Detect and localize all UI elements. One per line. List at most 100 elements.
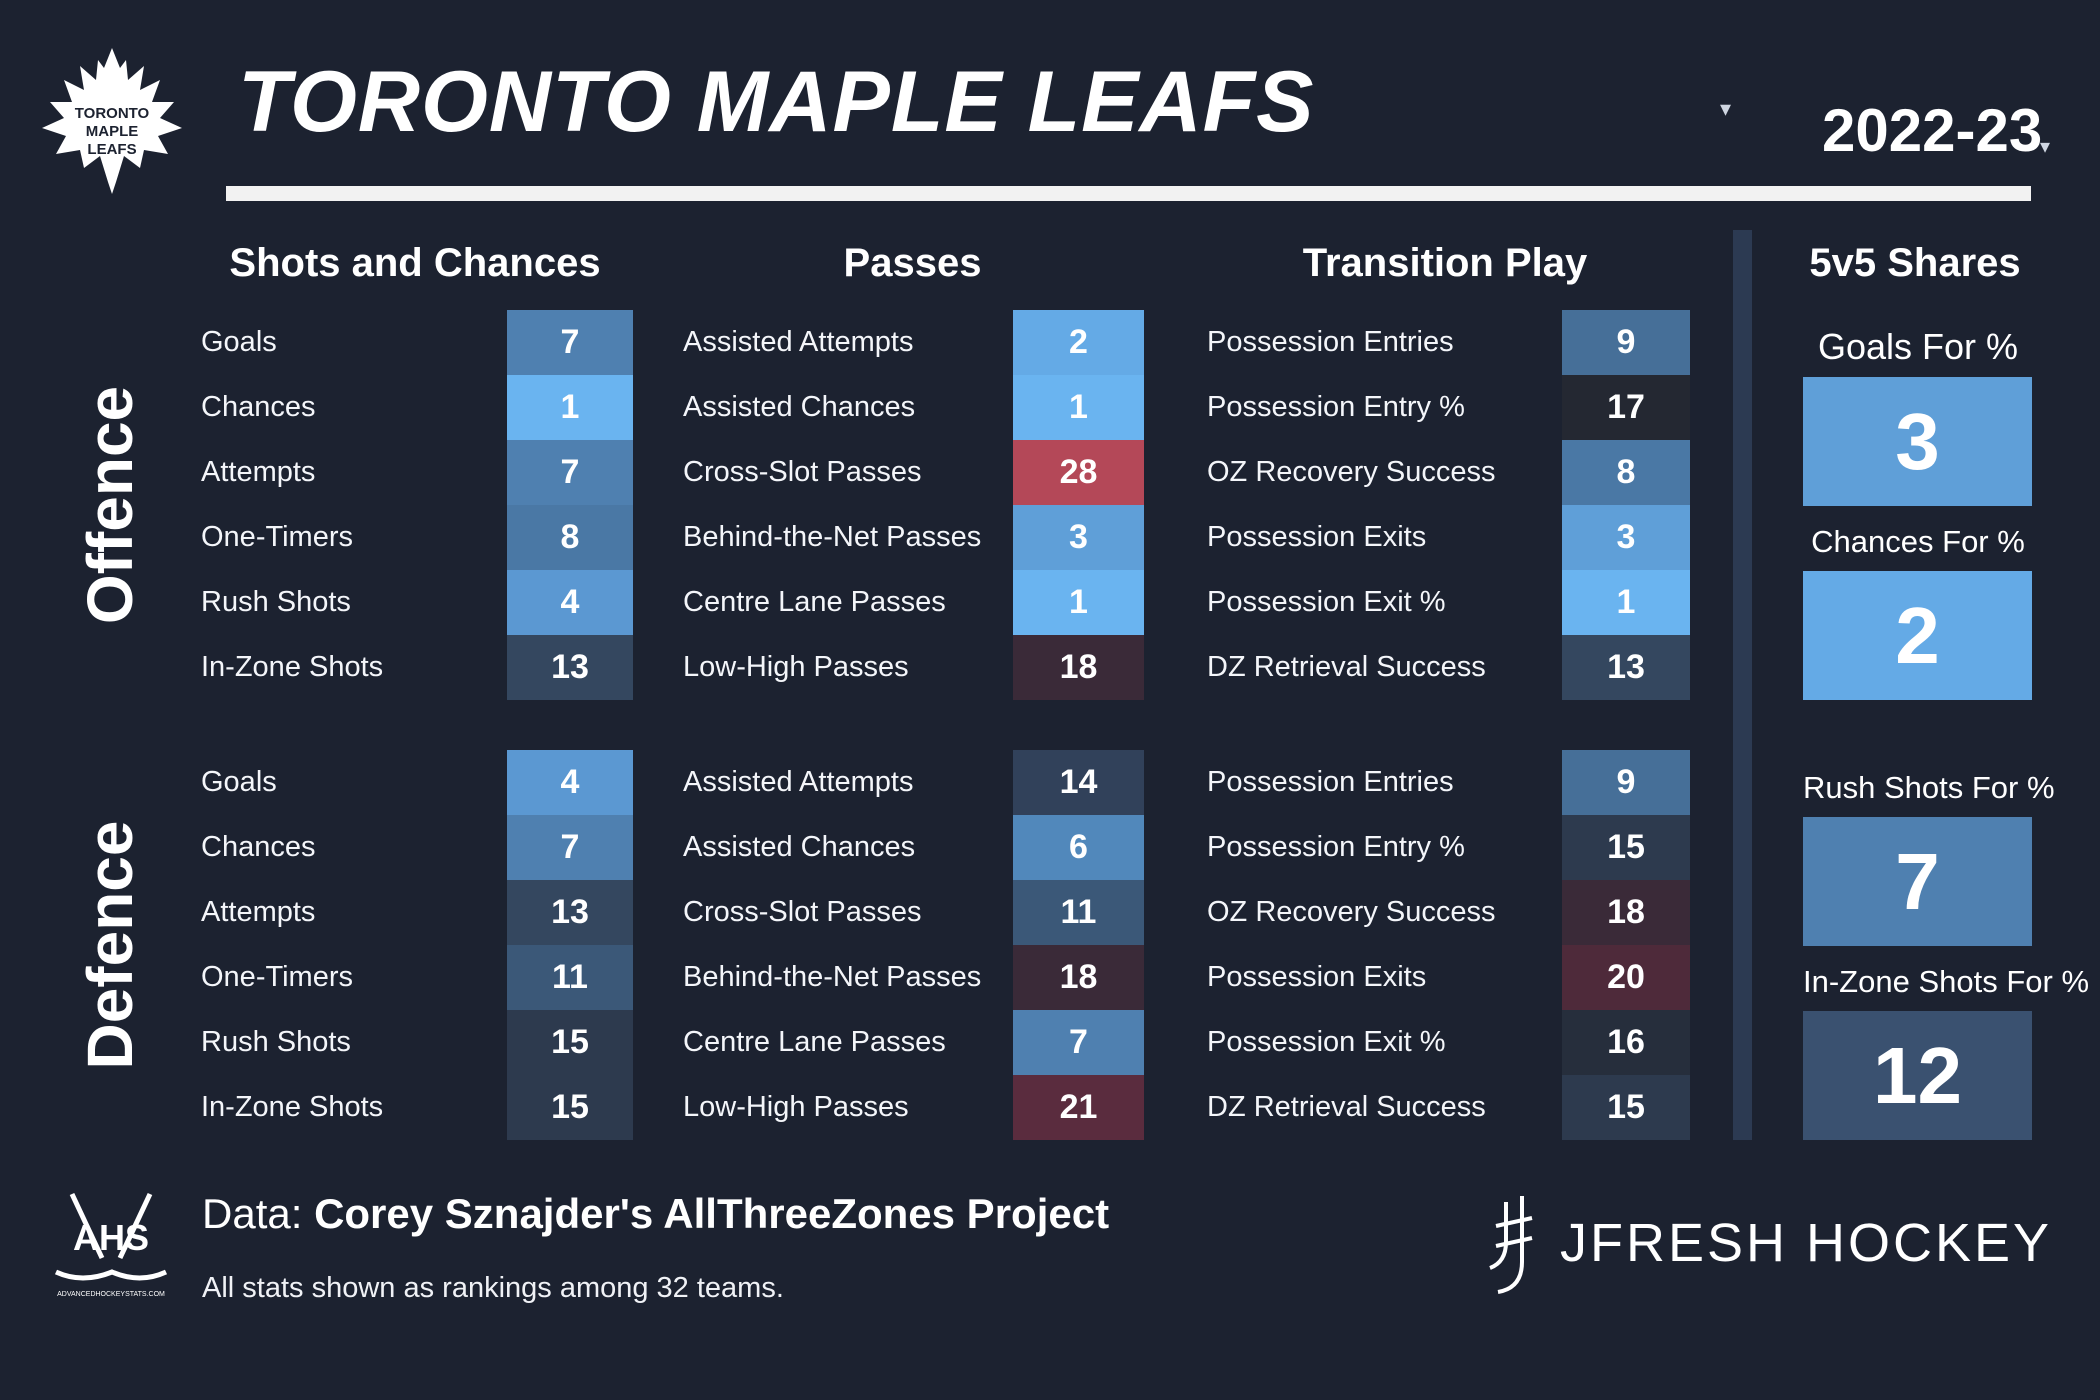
shares-divider <box>1733 230 1752 1140</box>
offence-shots-rank-cell: 4 <box>507 570 633 635</box>
defence-transition-label: Possession Exits <box>1207 961 1427 993</box>
offence-transition-rank-cell: 13 <box>1562 635 1690 700</box>
offence-transition-label: Possession Exit % <box>1207 586 1446 618</box>
defence-passes-label: Cross-Slot Passes <box>683 896 922 928</box>
offence-transition-rank-cell: 3 <box>1562 505 1690 570</box>
share-label: Chances For % <box>1811 524 2025 559</box>
defence-passes-label: Low-High Passes <box>683 1091 909 1123</box>
offence-passes-label: Behind-the-Net Passes <box>683 521 982 553</box>
season-dropdown-caret-icon[interactable]: ▾ <box>2040 136 2051 158</box>
side-label-offence: Offence <box>74 385 146 625</box>
defence-transition-rank-cell: 9 <box>1562 750 1690 815</box>
offence-shots-label: Chances <box>201 391 316 423</box>
offence-shots-label: Rush Shots <box>201 586 351 618</box>
logo-text-2: MAPLE <box>86 123 139 140</box>
team-dropdown-caret-icon[interactable]: ▾ <box>1720 96 1732 121</box>
defence-passes-label: Centre Lane Passes <box>683 1026 946 1058</box>
offence-passes-label: Assisted Chances <box>683 391 916 423</box>
defence-shots-label: Goals <box>201 766 277 798</box>
defence-passes-label: Assisted Attempts <box>683 766 914 798</box>
defence-passes-rank-cell: 18 <box>1013 945 1144 1010</box>
defence-passes-rank-cell: 14 <box>1013 750 1144 815</box>
jfresh-mark-icon <box>1482 1192 1542 1296</box>
offence-passes-rank-cell: 18 <box>1013 635 1144 700</box>
logo-text-3: LEAFS <box>87 141 136 158</box>
season-label: 2022-23 <box>1822 97 2043 164</box>
offence-transition-label: DZ Retrieval Success <box>1207 651 1486 683</box>
offence-transition-label: Possession Exits <box>1207 521 1427 553</box>
offence-passes-rank-cell: 1 <box>1013 570 1144 635</box>
team-name-title: TORONTO MAPLE LEAFS <box>238 54 1315 150</box>
defence-shots-label: Chances <box>201 831 316 863</box>
offence-shots-label: Goals <box>201 326 277 358</box>
offence-passes-rank-cell: 28 <box>1013 440 1144 505</box>
defence-shots-rank-cell: 15 <box>507 1010 633 1075</box>
defence-transition-rank-cell: 15 <box>1562 1075 1690 1140</box>
ranking-footnote: All stats shown as rankings among 32 tea… <box>202 1272 784 1304</box>
offence-passes-label: Assisted Attempts <box>683 326 914 358</box>
data-prefix: Data: <box>202 1190 315 1237</box>
defence-shots-rank-cell: 15 <box>507 1075 633 1140</box>
maple-leafs-logo: TORONTO MAPLE LEAFS <box>40 46 185 196</box>
title-underline <box>226 186 2031 201</box>
heading-5v5-shares: 5v5 Shares <box>1809 241 2021 285</box>
defence-passes-rank-cell: 21 <box>1013 1075 1144 1140</box>
defence-shots-label: Attempts <box>201 896 316 928</box>
offence-transition-rank-cell: 8 <box>1562 440 1690 505</box>
defence-passes-rank-cell: 11 <box>1013 880 1144 945</box>
share-rank-box: 12 <box>1803 1011 2032 1140</box>
defence-transition-label: Possession Exit % <box>1207 1026 1446 1058</box>
offence-transition-rank-cell: 17 <box>1562 375 1690 440</box>
data-source-line: Data: Corey Sznajder's AllThreeZones Pro… <box>202 1188 1109 1240</box>
defence-passes-label: Behind-the-Net Passes <box>683 961 982 993</box>
defence-passes-rank-cell: 7 <box>1013 1010 1144 1075</box>
offence-shots-rank-cell: 7 <box>507 310 633 375</box>
heading-transition-play: Transition Play <box>1302 241 1588 285</box>
offence-shots-label: In-Zone Shots <box>201 651 384 683</box>
ahs-url-text: ADVANCEDHOCKEYSTATS.COM <box>57 1291 165 1298</box>
maple-leaf-icon: TORONTO MAPLE LEAFS <box>42 48 182 194</box>
defence-transition-label: Possession Entries <box>1207 766 1454 798</box>
offence-passes-label: Cross-Slot Passes <box>683 456 922 488</box>
hockey-sticks-icon: AHS ADVANCEDHOCKEYSTATS.COM <box>54 1192 168 1298</box>
offence-shots-rank-cell: 7 <box>507 440 633 505</box>
side-label-defence: Defence <box>74 820 146 1070</box>
defence-transition-label: DZ Retrieval Success <box>1207 1091 1486 1123</box>
heading-passes: Passes <box>843 241 982 285</box>
defence-transition-rank-cell: 18 <box>1562 880 1690 945</box>
defence-transition-rank-cell: 15 <box>1562 815 1690 880</box>
defence-transition-label: Possession Entry % <box>1207 831 1465 863</box>
jfresh-hockey-brand: JFRESH HOCKEY <box>1560 1213 2053 1273</box>
defence-shots-rank-cell: 11 <box>507 945 633 1010</box>
share-rank-box: 3 <box>1803 377 2032 506</box>
offence-shots-rank-cell: 1 <box>507 375 633 440</box>
defence-transition-rank-cell: 16 <box>1562 1010 1690 1075</box>
defence-shots-label: Rush Shots <box>201 1026 351 1058</box>
offence-transition-rank-cell: 9 <box>1562 310 1690 375</box>
offence-shots-label: One-Timers <box>201 521 353 553</box>
defence-transition-label: OZ Recovery Success <box>1207 896 1496 928</box>
defence-transition-rank-cell: 20 <box>1562 945 1690 1010</box>
ahs-logo-text: AHS <box>73 1217 149 1258</box>
offence-shots-label: Attempts <box>201 456 316 488</box>
offence-transition-rank-cell: 1 <box>1562 570 1690 635</box>
share-rank-box: 7 <box>1803 817 2032 946</box>
offence-passes-rank-cell: 1 <box>1013 375 1144 440</box>
offence-passes-label: Low-High Passes <box>683 651 909 683</box>
offence-transition-label: Possession Entries <box>1207 326 1454 358</box>
offence-passes-rank-cell: 3 <box>1013 505 1144 570</box>
defence-shots-rank-cell: 13 <box>507 880 633 945</box>
share-label: Goals For % <box>1817 326 2019 367</box>
offence-passes-label: Centre Lane Passes <box>683 586 946 618</box>
defence-shots-rank-cell: 4 <box>507 750 633 815</box>
offence-passes-rank-cell: 2 <box>1013 310 1144 375</box>
share-label: In-Zone Shots For % <box>1803 964 2090 999</box>
share-rank-box: 2 <box>1803 571 2032 700</box>
offence-shots-rank-cell: 13 <box>507 635 633 700</box>
data-source-name: Corey Sznajder's AllThreeZones Project <box>314 1190 1110 1237</box>
offence-transition-label: OZ Recovery Success <box>1207 456 1496 488</box>
defence-passes-rank-cell: 6 <box>1013 815 1144 880</box>
offence-shots-rank-cell: 8 <box>507 505 633 570</box>
defence-shots-label: In-Zone Shots <box>201 1091 384 1123</box>
defence-shots-rank-cell: 7 <box>507 815 633 880</box>
